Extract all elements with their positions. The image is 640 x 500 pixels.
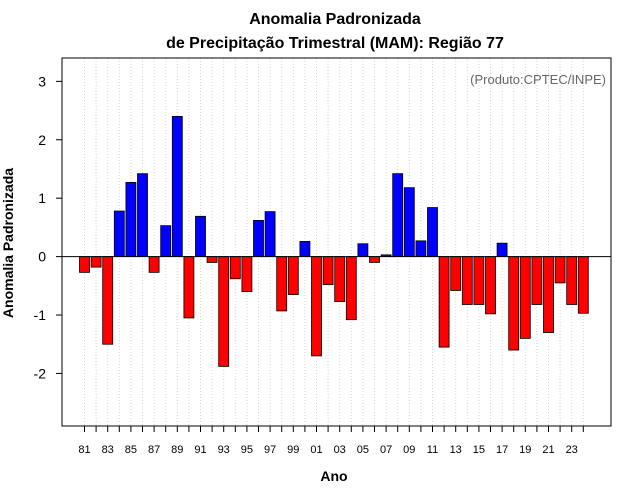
x-tick-label: 03 xyxy=(334,444,346,456)
bar-93 xyxy=(218,256,230,367)
y-axis-label: Anomalia Padronizada xyxy=(0,168,16,318)
chart-title-line2: de Precipitação Trimestral (MAM): Região… xyxy=(166,35,504,52)
bar-88 xyxy=(160,225,172,258)
bar-00 xyxy=(299,241,311,258)
bar-97 xyxy=(264,211,276,258)
bar-15 xyxy=(473,256,485,305)
x-tick-label: 95 xyxy=(241,444,253,456)
bar-85 xyxy=(125,182,137,258)
bar-95 xyxy=(241,256,253,293)
bar-21 xyxy=(543,256,554,333)
bar-13 xyxy=(450,256,462,291)
x-tick-label: 11 xyxy=(427,444,438,456)
bar-11 xyxy=(427,207,438,258)
x-tick-label: 05 xyxy=(357,444,369,456)
x-tick-label: 15 xyxy=(473,444,485,456)
x-tick-label: 81 xyxy=(78,444,90,456)
bar-08 xyxy=(392,173,404,258)
bar-18 xyxy=(508,256,520,351)
y-tick-label: -2 xyxy=(34,365,47,381)
source-annotation: (Produto:CPTEC/INPE) xyxy=(470,72,606,87)
bar-96 xyxy=(253,219,264,258)
bar-01 xyxy=(311,256,322,357)
bar-87 xyxy=(148,256,160,273)
x-tick-label: 91 xyxy=(194,444,206,456)
y-tick-label: 0 xyxy=(38,249,46,265)
bar-22 xyxy=(554,256,566,284)
bar-14 xyxy=(461,256,473,305)
bar-99 xyxy=(287,256,299,295)
x-tick-label: 89 xyxy=(171,444,183,456)
bar-05 xyxy=(357,243,369,258)
x-tick-label: 17 xyxy=(496,444,508,456)
x-tick-label: 13 xyxy=(450,444,462,456)
bar-24 xyxy=(577,256,589,314)
bar-10 xyxy=(415,240,427,258)
bar-09 xyxy=(403,187,415,258)
x-axis-label: Ano xyxy=(320,468,347,484)
bar-19 xyxy=(519,256,531,339)
bar-04 xyxy=(345,256,357,321)
bar-89 xyxy=(171,116,183,258)
bar-86 xyxy=(137,173,148,258)
bar-91 xyxy=(195,215,206,258)
x-tick-label: 97 xyxy=(264,444,276,456)
bar-84 xyxy=(113,210,125,258)
bar-12 xyxy=(438,256,450,348)
bar-23 xyxy=(566,256,578,305)
y-tick-label: 2 xyxy=(38,132,46,148)
bar-20 xyxy=(531,256,543,305)
x-tick-label: 83 xyxy=(102,444,114,456)
bar-90 xyxy=(183,256,195,319)
x-tick-label: 19 xyxy=(519,444,531,456)
x-tick-label: 21 xyxy=(542,444,554,456)
grid xyxy=(84,58,584,426)
bar-81 xyxy=(79,256,90,273)
chart-title-line1: Anomalia Padronizada xyxy=(249,11,421,28)
plot-frame xyxy=(61,57,612,427)
bar-03 xyxy=(334,256,346,302)
x-tick-label: 23 xyxy=(566,444,578,456)
x-tick-label: 85 xyxy=(125,444,137,456)
bar-16 xyxy=(485,256,496,315)
x-tick-label: 01 xyxy=(310,444,322,456)
y-axis: -2 -1 0 1 2 3 xyxy=(34,73,62,381)
x-axis: 81 83 85 87 89 91 93 95 97 99 01 03 05 07 09 11 13 15 17 19… xyxy=(78,426,584,456)
y-tick-label: 3 xyxy=(38,73,46,89)
x-tick-label: 99 xyxy=(287,444,299,456)
bar-06 xyxy=(369,256,380,263)
x-tick-label: 09 xyxy=(403,444,415,456)
bar-17 xyxy=(496,242,508,258)
bar-82 xyxy=(90,256,102,268)
bar-98 xyxy=(276,256,288,312)
y-tick-label: -1 xyxy=(34,307,47,323)
bar-92 xyxy=(206,256,218,263)
bar-02 xyxy=(322,256,334,286)
x-tick-label: 87 xyxy=(148,444,160,456)
y-tick-label: 1 xyxy=(38,190,46,206)
x-tick-label: 93 xyxy=(218,444,230,456)
x-tick-label: 07 xyxy=(380,444,392,456)
bar-83 xyxy=(102,256,114,345)
bar-94 xyxy=(229,256,241,280)
bars xyxy=(79,116,589,367)
